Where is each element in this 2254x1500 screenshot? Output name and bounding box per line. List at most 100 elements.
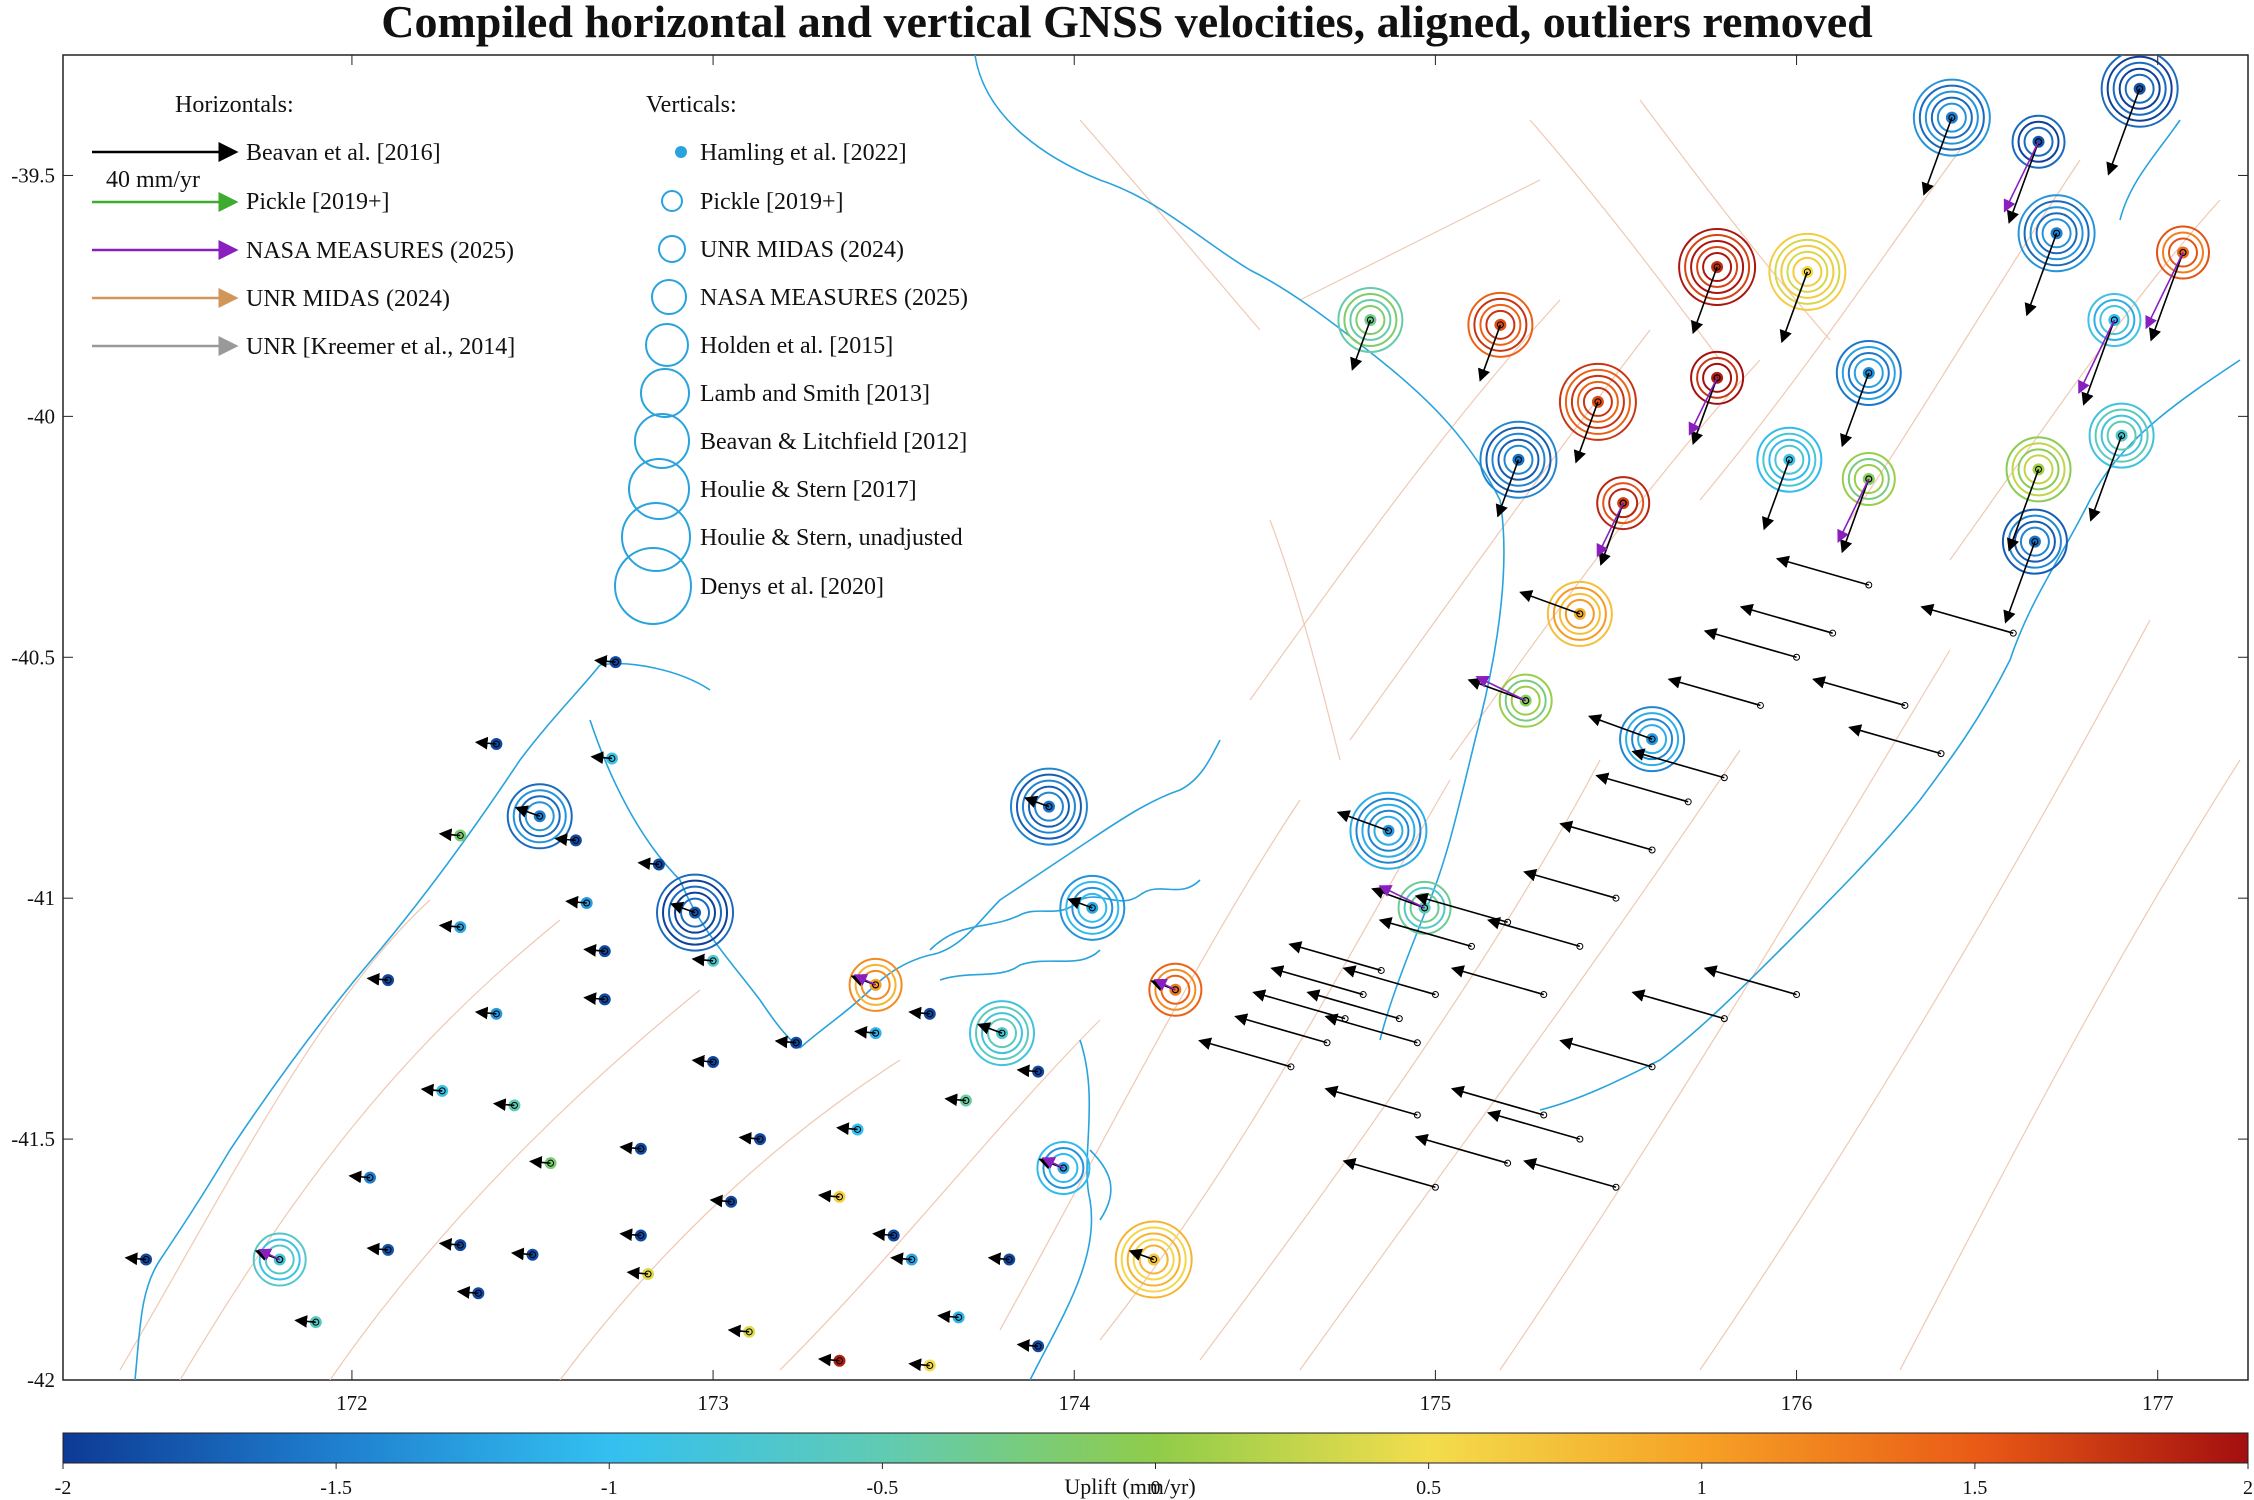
uplift-ring xyxy=(1491,432,1546,487)
uplift-ring xyxy=(1780,244,1835,299)
vector-origin xyxy=(1323,1039,1331,1047)
colorbar-tick-label: 1 xyxy=(1697,1477,1707,1499)
y-tick-label: -42 xyxy=(27,1368,55,1392)
uplift-ring xyxy=(1361,803,1416,858)
velocity-arrow xyxy=(1234,1013,1328,1044)
velocity-arrow xyxy=(944,1093,966,1107)
uplift-ring xyxy=(2106,420,2137,451)
legend-vert-beavan-litchfield: Beavan & Litchfield [2012] xyxy=(700,429,967,455)
velocity-arrow xyxy=(1779,271,1809,344)
uplift-ring xyxy=(1552,586,1607,641)
uplift-ring xyxy=(1690,350,1745,405)
velocity-arrow xyxy=(1288,941,1382,972)
velocity-arrow xyxy=(626,1266,649,1280)
legend-vert-pickle: Pickle [2019+] xyxy=(700,189,844,215)
y-tick-label: -40 xyxy=(27,404,55,428)
velocity-arrow xyxy=(554,833,576,846)
velocity-arrow xyxy=(1595,772,1689,803)
uplift-ring xyxy=(1373,815,1404,846)
vector-origin xyxy=(1648,1063,1656,1071)
vector-origin xyxy=(1756,701,1764,709)
vector-origin xyxy=(536,812,544,820)
uplift-ring xyxy=(2011,114,2066,169)
velocity-arrow xyxy=(2145,252,2184,330)
uplift-ring xyxy=(656,873,735,952)
velocity-arrow xyxy=(258,1248,281,1261)
colorbar-tick-label: -1 xyxy=(601,1477,618,1499)
velocity-arrow xyxy=(1812,676,1906,707)
velocity-arrow xyxy=(817,1353,840,1367)
legend-item-unr-midas: UNR MIDAS (2024) xyxy=(246,286,450,312)
uplift-ring xyxy=(1510,685,1541,716)
uplift-ring xyxy=(2035,212,2078,255)
velocity-arrow xyxy=(438,1237,461,1251)
vector-origin xyxy=(1413,1039,1421,1047)
legend-vertical: Verticals: Hamling et al. [2022] Pickle … xyxy=(614,92,968,625)
vector-origin xyxy=(2110,316,2118,324)
uplift-ring xyxy=(1924,90,1979,145)
uplift-ring xyxy=(668,885,723,940)
velocity-arrow xyxy=(908,1358,930,1372)
uplift-ring xyxy=(969,1000,1036,1067)
uplift-ring xyxy=(1684,234,1751,300)
velocity-arrow xyxy=(529,1156,551,1169)
velocity-arrow xyxy=(438,919,461,933)
uplift-ring xyxy=(252,1232,307,1287)
velocity-arrow xyxy=(987,1252,1010,1266)
uplift-ring xyxy=(1497,438,1540,481)
x-tick-label: 174 xyxy=(1058,1391,1090,1415)
velocity-arrow xyxy=(1324,1013,1418,1044)
vector-origin xyxy=(1150,1256,1158,1264)
y-tick-label: -41 xyxy=(27,886,55,910)
uplift-ring xyxy=(1558,592,1601,635)
uplift-ring xyxy=(2011,442,2066,497)
uplift-ring xyxy=(1503,444,1534,475)
velocity-arrow xyxy=(1667,676,1761,707)
vector-origin xyxy=(1865,369,1873,377)
vector-origin xyxy=(1171,986,1179,994)
vector-origin xyxy=(1522,697,1530,705)
x-tick-label: 175 xyxy=(1420,1391,1452,1415)
uplift-ring xyxy=(1768,438,1811,481)
velocity-arrow xyxy=(1487,1109,1581,1140)
vector-origin xyxy=(872,981,880,989)
velocity-arrow xyxy=(709,1194,732,1208)
uplift-ring xyxy=(1485,309,1516,340)
velocity-arrow xyxy=(1691,266,1718,335)
uplift-ring xyxy=(848,957,903,1012)
uplift-ring xyxy=(1762,432,1817,487)
uplift-ring xyxy=(1835,340,1902,406)
legend-item-nasa: NASA MEASURES (2025) xyxy=(246,238,514,264)
velocity-arrow xyxy=(854,1025,876,1039)
uplift-ring xyxy=(1473,297,1528,352)
legend-item-pickle: Pickle [2019+] xyxy=(246,189,390,215)
vector-origin xyxy=(1540,991,1548,999)
vector-origin xyxy=(2136,85,2144,93)
velocity-arrow xyxy=(1198,1037,1292,1068)
velocity-arrow xyxy=(1523,1158,1617,1189)
velocity-arrow xyxy=(1762,459,1791,531)
uplift-ring xyxy=(1847,352,1890,394)
velocity-arrow xyxy=(1588,714,1653,740)
velocity-arrow xyxy=(774,1035,797,1049)
map-frame xyxy=(62,54,2249,1381)
vector-origin xyxy=(1413,1111,1421,1119)
velocity-arrow xyxy=(1631,748,1725,779)
legend-vert-holden: Holden et al. [2015] xyxy=(700,333,893,359)
vector-origin xyxy=(1948,114,1956,122)
velocity-arrow xyxy=(670,901,696,914)
vector-origin xyxy=(2118,432,2126,440)
velocity-arrow xyxy=(1153,979,1176,991)
vector-origin xyxy=(1366,316,1374,324)
legend-vert-lamb: Lamb and Smith [2013] xyxy=(700,381,930,407)
uplift-ring xyxy=(2106,55,2173,122)
uplift-ring xyxy=(1564,368,1631,435)
uplift-ring xyxy=(1558,362,1637,441)
vector-origin xyxy=(1865,581,1873,589)
uplift-ring xyxy=(1021,779,1076,834)
uplift-ring xyxy=(662,879,729,946)
velocity-arrow xyxy=(1478,324,1502,382)
velocity-arrow xyxy=(2003,541,2036,624)
velocity-arrow xyxy=(1016,1339,1039,1352)
uplift-ring xyxy=(1349,791,1428,870)
